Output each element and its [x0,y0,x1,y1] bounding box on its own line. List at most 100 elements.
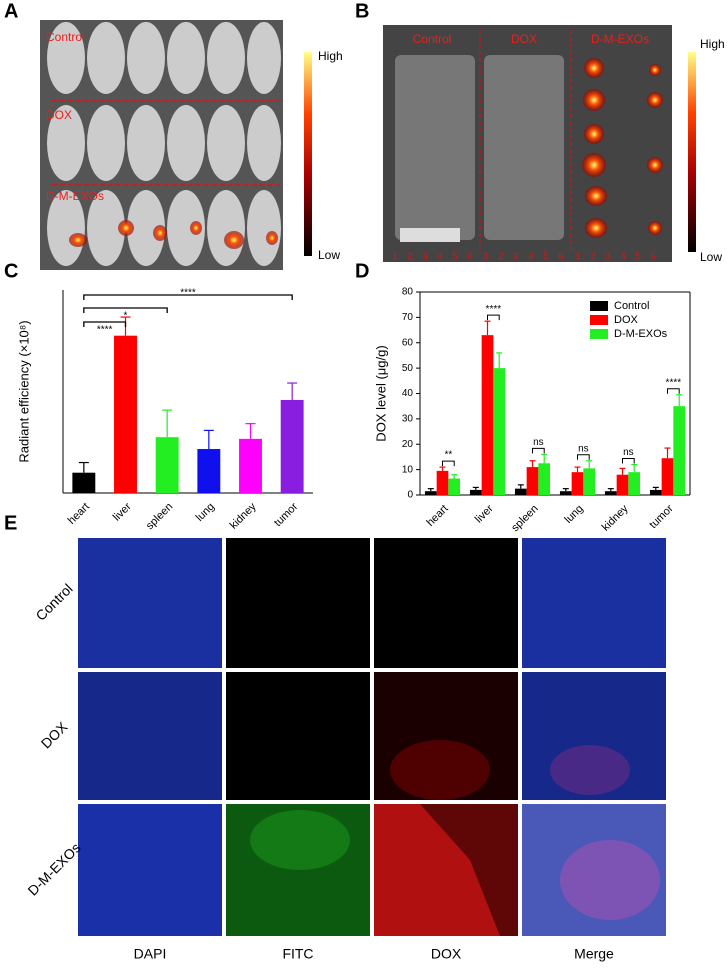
panel-label: D [355,260,369,282]
scale-label: Low [700,250,722,264]
significance-label: **** [486,304,502,315]
column-label: DOX [431,946,462,962]
significance-label: **** [180,288,196,299]
lane-label: 4 [620,252,626,263]
bar [424,491,437,495]
group-label: DOX [511,32,537,46]
bar [583,468,596,495]
color-bar [304,52,312,256]
lane-label: 3 [605,252,611,263]
panel-label: B [355,0,369,22]
row-label: D-M-EXOs [25,840,84,899]
column-label: FITC [282,946,313,962]
bar [514,488,527,495]
x-tick-label: tumor [647,502,676,531]
group-label: DOX [46,108,72,122]
lane-label: 1 [575,252,581,263]
legend-label: DOX [614,314,639,326]
significance-bracket [83,294,293,300]
row-label: Control [32,580,75,623]
bar [469,489,482,495]
significance-bracket [577,454,590,460]
y-tick-label: 50 [402,363,414,374]
significance-bracket [487,314,500,321]
bar [649,489,662,495]
bar [493,368,506,495]
legend-swatch [590,315,608,325]
significance-label: ** [444,450,452,461]
x-tick-label: lung [194,501,217,524]
column-label: Merge [574,946,614,962]
bar [481,335,494,495]
y-axis-label: DOX level (μg/g) [373,345,388,441]
lane-label: 3 [422,252,428,263]
legend-label: Control [614,300,649,312]
bar [448,478,461,495]
x-tick-label: spleen [509,503,540,534]
lane-label: 3 [513,252,519,263]
y-tick-label: 0 [407,490,413,501]
panel-label: A [4,0,18,22]
group-label: Control [413,32,452,46]
lane-label: 1 [392,252,398,263]
significance-bracket [667,388,680,394]
lane-label: 2 [498,252,504,263]
bar [673,406,686,495]
x-tick-label: kidney [228,500,259,531]
significance-bracket [442,460,455,467]
x-tick-label: tumor [272,500,301,529]
lane-label: 6 [558,252,564,263]
bar [197,449,221,493]
significance-label: ns [533,437,544,448]
y-tick-label: 80 [402,287,414,298]
row-label: DOX [38,718,71,751]
y-tick-label: 40 [402,388,414,399]
x-tick-label: heart [424,503,450,529]
group-label: Control [46,30,85,44]
y-tick-label: 70 [402,312,414,323]
lane-label: 2 [407,252,413,263]
y-tick-label: 20 [402,439,414,450]
legend-swatch [590,301,608,311]
lane-label: 6 [650,252,656,263]
panel-label: C [4,260,18,282]
significance-bracket [83,321,127,327]
x-tick-label: lung [562,503,585,526]
y-tick-label: 30 [402,414,414,425]
bar [239,438,262,493]
legend-label: D-M-EXOs [614,328,668,340]
x-tick-label: spleen [144,501,175,532]
x-tick-label: heart [66,501,92,527]
panel-label: E [4,512,17,534]
lane-label: 5 [543,252,549,263]
significance-label: **** [666,377,682,388]
lane-label: 6 [467,252,473,263]
x-tick-label: kidney [600,502,631,533]
significance-label: ns [623,447,634,458]
significance-label: * [124,311,128,322]
bar [628,472,641,495]
x-tick-label: liver [111,500,134,523]
bar [72,472,96,493]
bar [559,491,572,495]
significance-bracket [622,458,635,464]
scale-label: High [700,37,725,51]
y-tick-label: 10 [402,464,414,475]
lane-label: 5 [635,252,641,263]
lane-label: 1 [483,252,489,263]
lane-label: 4 [528,252,534,263]
bar [436,470,449,495]
organ-image [383,25,672,262]
legend-swatch [590,329,608,339]
color-bar [688,52,696,252]
lane-label: 2 [590,252,596,263]
bar [114,335,137,493]
column-label: DAPI [134,946,167,962]
significance-label: ns [578,443,589,454]
bar [571,472,584,495]
bar [604,491,617,495]
lane-label: 5 [452,252,458,263]
significance-label: **** [97,325,113,336]
